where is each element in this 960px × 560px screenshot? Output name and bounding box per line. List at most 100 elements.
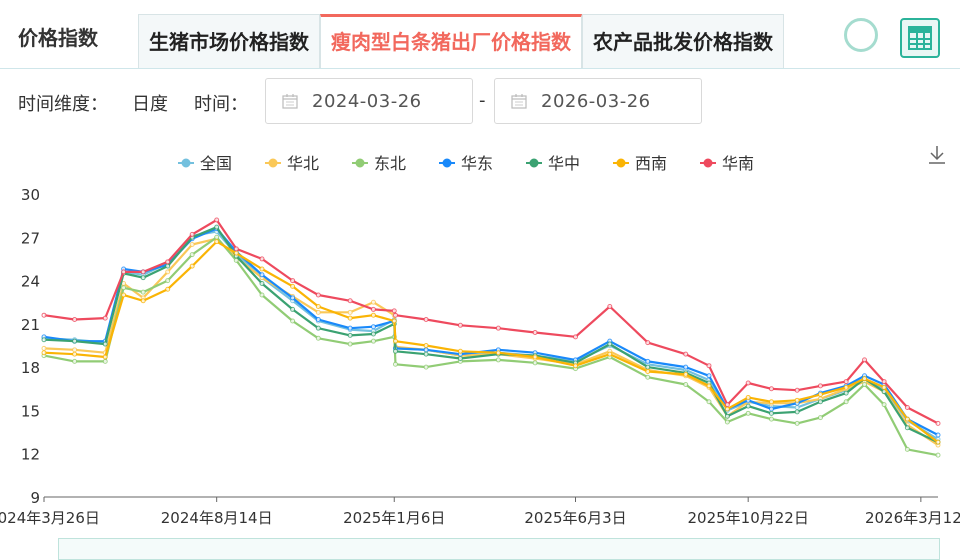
data-point: [315, 317, 321, 323]
refresh-icon[interactable]: [844, 18, 878, 52]
data-point: [214, 217, 220, 223]
data-point: [768, 416, 774, 422]
data-point: [683, 351, 689, 357]
data-point: [532, 354, 538, 360]
dimension-select[interactable]: 日度: [132, 94, 168, 115]
start-date-input[interactable]: 2024-03-26: [265, 78, 473, 124]
download-icon[interactable]: [926, 144, 948, 166]
data-point: [140, 275, 146, 281]
data-point: [259, 256, 265, 262]
data-point: [41, 312, 47, 318]
tab-wholesale-price-index[interactable]: 农产品批发价格指数: [582, 14, 784, 68]
legend-label-2[interactable]: 东北: [374, 154, 406, 173]
data-point: [423, 317, 429, 323]
legend-marker-3[interactable]: [442, 158, 452, 168]
legend-label-5[interactable]: 西南: [635, 154, 667, 173]
legend-marker-2[interactable]: [355, 158, 365, 168]
series-line-5: [43, 240, 939, 444]
data-point: [745, 394, 751, 400]
tab-lean-pork-carcass-index[interactable]: 瘦肉型白条猪出厂价格指数: [320, 14, 582, 68]
filter-bar: 时间维度： 日度 时间： 2024-03-26 - 2026-03-26: [0, 70, 960, 140]
y-tick-label: 27: [21, 229, 40, 247]
data-point: [370, 312, 376, 318]
data-point: [683, 371, 689, 377]
data-point: [165, 263, 171, 269]
data-point: [392, 348, 398, 354]
legend-marker-6[interactable]: [703, 158, 713, 168]
data-point: [724, 419, 730, 425]
data-point: [214, 239, 220, 245]
x-tick-label: 2025年1月6日: [343, 509, 445, 527]
calendar-icon: [282, 94, 298, 109]
data-point: [315, 292, 321, 298]
data-point: [881, 402, 887, 408]
end-date-input[interactable]: 2026-03-26: [494, 78, 702, 124]
data-point: [457, 355, 463, 361]
data-point: [645, 340, 651, 346]
date-separator: -: [479, 90, 486, 111]
y-tick-label: 24: [21, 273, 40, 291]
data-point: [724, 402, 730, 408]
data-point: [121, 269, 127, 275]
data-point: [72, 347, 78, 353]
table-icon: [908, 26, 932, 50]
data-point: [935, 432, 941, 438]
data-point: [935, 420, 941, 426]
data-point: [645, 358, 651, 364]
data-point: [843, 399, 849, 405]
data-point: [495, 357, 501, 363]
calendar-icon: [511, 94, 527, 109]
x-tick-label: 2024年8月14日: [161, 509, 273, 527]
data-point: [165, 269, 171, 275]
data-point: [817, 415, 823, 421]
tab-live-hog-index[interactable]: 生猪市场价格指数: [138, 14, 320, 68]
data-point: [768, 399, 774, 405]
data-point: [72, 358, 78, 364]
start-date-value: 2024-03-26: [312, 91, 422, 112]
data-point: [391, 308, 397, 314]
data-point: [794, 387, 800, 393]
legend-label-6[interactable]: 华南: [722, 154, 754, 173]
data-point: [290, 306, 296, 312]
data-point: [259, 280, 265, 286]
legend-marker-0[interactable]: [181, 158, 191, 168]
legend-label-0[interactable]: 全国: [200, 154, 232, 173]
legend-label-1[interactable]: 华北: [287, 154, 319, 173]
data-point: [843, 379, 849, 385]
data-point: [165, 278, 171, 284]
data-point: [392, 361, 398, 367]
data-point: [607, 304, 613, 310]
data-point: [102, 354, 108, 360]
data-point: [347, 315, 353, 321]
data-point: [573, 334, 579, 340]
table-view-button[interactable]: [900, 18, 940, 58]
tab-bar: 生猪市场价格指数 瘦肉型白条猪出厂价格指数 农产品批发价格指数: [138, 14, 784, 68]
data-point: [862, 376, 868, 382]
data-point: [391, 318, 397, 324]
data-point: [706, 363, 712, 369]
data-point: [214, 224, 220, 230]
legend-marker-1[interactable]: [268, 158, 278, 168]
header: 价格指数 生猪市场价格指数 瘦肉型白条猪出厂价格指数 农产品批发价格指数: [0, 0, 960, 69]
x-tick-label: 2024年3月26日: [0, 509, 100, 527]
data-point: [843, 384, 849, 390]
legend-label-3[interactable]: 华东: [461, 154, 493, 173]
dimension-label: 时间维度：: [18, 94, 108, 115]
data-point: [817, 383, 823, 389]
data-point: [645, 374, 651, 380]
data-point: [607, 341, 613, 347]
y-tick-label: 18: [21, 359, 40, 377]
data-point: [259, 272, 265, 278]
data-point: [768, 410, 774, 416]
data-point: [392, 338, 398, 344]
legend-marker-5[interactable]: [616, 158, 626, 168]
legend-label-4[interactable]: 华中: [548, 154, 580, 173]
legend-marker-4[interactable]: [529, 158, 539, 168]
data-point: [140, 298, 146, 304]
series-line-2: [43, 236, 939, 457]
data-zoom-slider[interactable]: [58, 538, 940, 560]
data-point: [794, 405, 800, 411]
data-point: [881, 384, 887, 390]
data-point: [904, 416, 910, 422]
data-point: [41, 345, 47, 351]
